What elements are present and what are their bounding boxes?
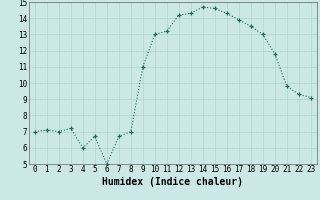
X-axis label: Humidex (Indice chaleur): Humidex (Indice chaleur) (102, 177, 243, 187)
